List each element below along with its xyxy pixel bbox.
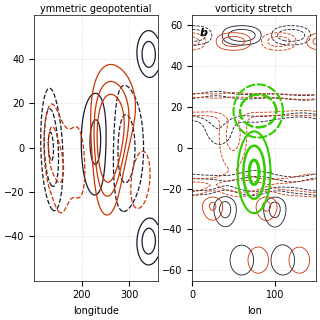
Text: b: b (200, 28, 208, 38)
X-axis label: lon: lon (247, 306, 261, 316)
Title: ymmetric geopotential: ymmetric geopotential (40, 4, 152, 14)
Title: vorticity stretch: vorticity stretch (215, 4, 293, 14)
X-axis label: longitude: longitude (73, 306, 119, 316)
